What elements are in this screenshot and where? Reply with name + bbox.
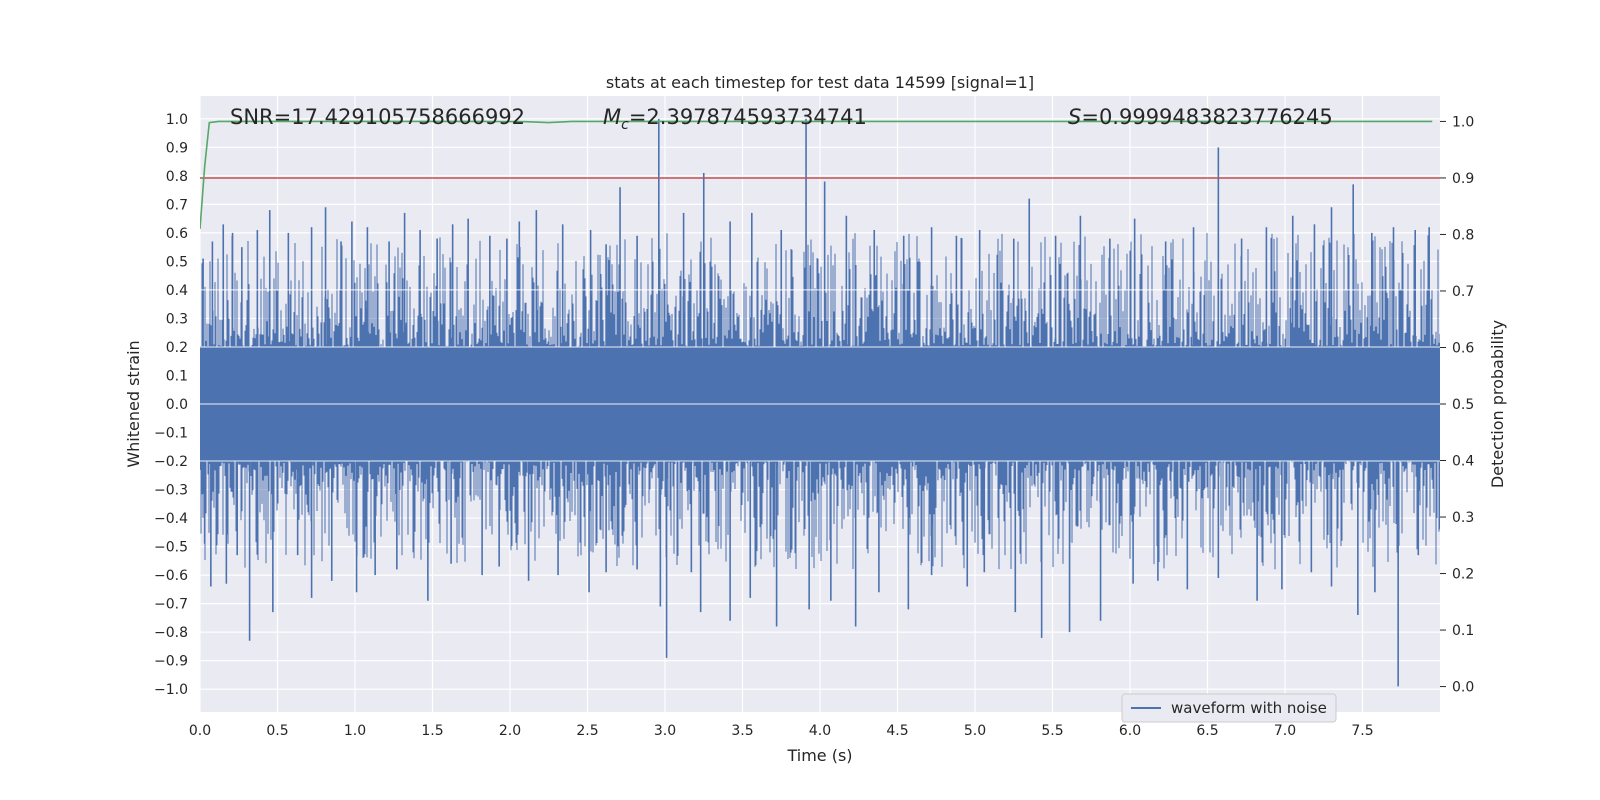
y-tick-label: −0.6 bbox=[154, 568, 188, 584]
x-tick-label: 6.0 bbox=[1119, 723, 1141, 739]
chirp-mass-value: =2.397874593734741 bbox=[629, 105, 867, 129]
x-tick-label: 5.0 bbox=[964, 723, 986, 739]
y2-tick-label: 0.4 bbox=[1452, 454, 1474, 470]
y-tick-label: −0.4 bbox=[154, 511, 188, 527]
x-tick-label: 1.5 bbox=[421, 723, 443, 739]
y-tick-label: 0.6 bbox=[166, 226, 188, 242]
chirp-mass-annotation: Mc=2.397874593734741 bbox=[603, 105, 867, 133]
y-tick-label: 0.3 bbox=[166, 311, 188, 327]
y2-tick-label: 0.2 bbox=[1452, 567, 1474, 583]
y-tick-label: 1.0 bbox=[166, 112, 188, 128]
y2-tick-label: 0.5 bbox=[1452, 397, 1474, 413]
y-tick-labels: −1.0 −0.9 −0.8 −0.7 −0.6 −0.5 −0.4 −0.3 −0.2 −0.1… bbox=[154, 112, 188, 698]
y-tick-label: −0.3 bbox=[154, 483, 188, 499]
x-tick-label: 2.5 bbox=[576, 723, 598, 739]
y-tick-label: −0.7 bbox=[154, 597, 188, 613]
plot-area bbox=[200, 118, 1440, 687]
legend-label-waveform: waveform with noise bbox=[1171, 699, 1327, 717]
score-annotation: S=0.9999483823776245 bbox=[1068, 105, 1333, 129]
y-tick-label: −0.8 bbox=[154, 625, 188, 641]
y2-tick-label: 0.8 bbox=[1452, 227, 1474, 243]
y2-tick-label: 0.9 bbox=[1452, 171, 1474, 187]
x-tick-label: 3.5 bbox=[731, 723, 753, 739]
y2-tick-label: 0.7 bbox=[1452, 284, 1474, 300]
chirp-mass-symbol: M bbox=[603, 105, 621, 129]
y2-axis-label: Detection probability bbox=[1488, 320, 1507, 488]
x-tick-label: 5.5 bbox=[1041, 723, 1063, 739]
x-tick-label: 4.5 bbox=[886, 723, 908, 739]
y-tick-label: 0.2 bbox=[166, 340, 188, 356]
y-tick-label: 0.5 bbox=[166, 254, 188, 270]
y-tick-label: 0.9 bbox=[166, 140, 188, 156]
legend-box bbox=[1121, 693, 1337, 723]
y2-tick-label: 0.3 bbox=[1452, 510, 1474, 526]
snr-annotation: SNR=17.429105758666992 bbox=[230, 105, 525, 129]
legend: waveform with noise bbox=[1121, 693, 1337, 723]
y-tick-label: −0.2 bbox=[154, 454, 188, 470]
y2-tick-label: 0.0 bbox=[1452, 680, 1474, 696]
chirp-mass-subscript: c bbox=[621, 117, 629, 133]
x-tick-label: 6.5 bbox=[1196, 723, 1218, 739]
y-tick-label: 0.1 bbox=[166, 368, 188, 384]
y-tick-label: 0.4 bbox=[166, 283, 188, 299]
y2-tick-label: 1.0 bbox=[1452, 114, 1474, 130]
x-tick-label: 0.0 bbox=[189, 723, 211, 739]
y-tick-label: 0.0 bbox=[166, 397, 188, 413]
y-tick-label: −0.5 bbox=[154, 540, 188, 556]
x-tick-label: 4.0 bbox=[809, 723, 831, 739]
score-value: =0.9999483823776245 bbox=[1081, 105, 1332, 129]
chart-title: stats at each timestep for test data 145… bbox=[606, 73, 1034, 92]
detection-probability-line bbox=[200, 120, 1433, 229]
score-symbol: S bbox=[1068, 105, 1081, 129]
y-tick-label: −1.0 bbox=[154, 682, 188, 698]
x-axis-label: Time (s) bbox=[786, 746, 852, 765]
y2-tick-label: 0.1 bbox=[1452, 623, 1474, 639]
y-tick-label: −0.1 bbox=[154, 426, 188, 442]
x-tick-label: 7.5 bbox=[1351, 723, 1373, 739]
y-axis-label: Whitened strain bbox=[124, 340, 143, 467]
x-tick-label: 7.0 bbox=[1274, 723, 1296, 739]
x-tick-label: 0.5 bbox=[266, 723, 288, 739]
x-tick-label: 3.0 bbox=[654, 723, 676, 739]
y2-tick-label: 0.6 bbox=[1452, 340, 1474, 356]
x-tick-labels: 0.0 0.5 1.0 1.5 2.0 2.5 3.0 3.5 4.0 4.5 5.0 5.5 6.0 6… bbox=[189, 723, 1374, 739]
y-tick-label: 0.7 bbox=[166, 197, 188, 213]
x-tick-label: 1.0 bbox=[344, 723, 366, 739]
y2-tick-labels: 0.0 0.1 0.2 0.3 0.4 0.5 0.6 0.7 0.8 0.9 1.0 bbox=[1440, 114, 1474, 696]
x-tick-label: 2.0 bbox=[499, 723, 521, 739]
y-tick-label: −0.9 bbox=[154, 654, 188, 670]
y-tick-label: 0.8 bbox=[166, 169, 188, 185]
